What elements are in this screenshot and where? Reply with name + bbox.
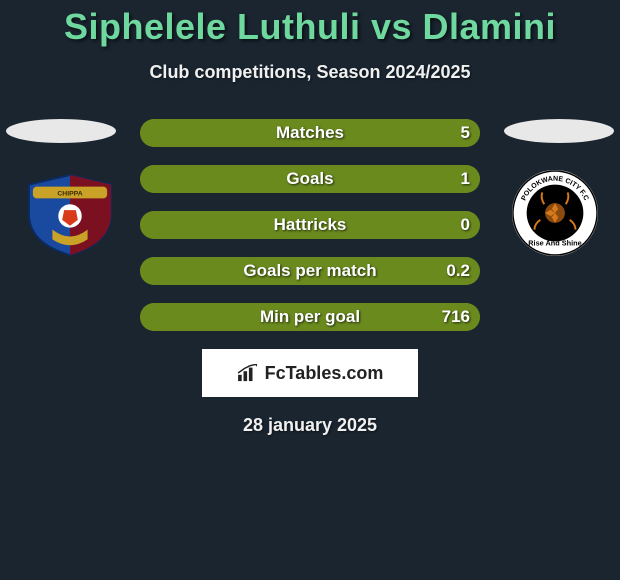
stat-bar-row: Goals1 [140, 165, 480, 193]
stat-bar-label: Goals per match [140, 257, 480, 285]
stat-bar-label: Min per goal [140, 303, 480, 331]
right-club-badge: POLOKWANE CITY F.C Rise And Shine [511, 169, 599, 257]
stat-bar-right-value: 0.2 [446, 257, 470, 285]
bar-chart-icon [237, 364, 259, 382]
date-footer: 28 january 2025 [0, 415, 620, 436]
svg-text:CHIPPA: CHIPPA [57, 190, 82, 197]
shield-icon: CHIPPA [21, 171, 119, 257]
brand-text: FcTables.com [265, 363, 384, 384]
stat-bar-label: Matches [140, 119, 480, 147]
stat-bar-label: Hattricks [140, 211, 480, 239]
stat-bar-right-value: 1 [461, 165, 470, 193]
left-player-ellipse [6, 119, 116, 143]
brand-box: FcTables.com [202, 349, 418, 397]
stat-bar-row: Matches5 [140, 119, 480, 147]
right-player-ellipse [504, 119, 614, 143]
brand-label: FcTables.com [237, 363, 384, 384]
comparison-subtitle: Club competitions, Season 2024/2025 [0, 62, 620, 83]
circle-badge-icon: POLOKWANE CITY F.C Rise And Shine [511, 169, 599, 257]
comparison-title: Siphelele Luthuli vs Dlamini [0, 0, 620, 48]
stat-bar-row: Min per goal716 [140, 303, 480, 331]
left-club-badge: CHIPPA [21, 171, 119, 257]
club-motto: Rise And Shine [528, 238, 581, 247]
stat-bars: Matches5Goals1Hattricks0Goals per match0… [140, 119, 480, 331]
stat-bar-label: Goals [140, 165, 480, 193]
comparison-main: CHIPPA POLOKWANE CITY F.C Rise And Shine [0, 119, 620, 397]
stat-bar-right-value: 5 [461, 119, 470, 147]
stat-bar-row: Hattricks0 [140, 211, 480, 239]
stat-bar-right-value: 0 [461, 211, 470, 239]
stat-bar-right-value: 716 [442, 303, 470, 331]
stat-bar-row: Goals per match0.2 [140, 257, 480, 285]
